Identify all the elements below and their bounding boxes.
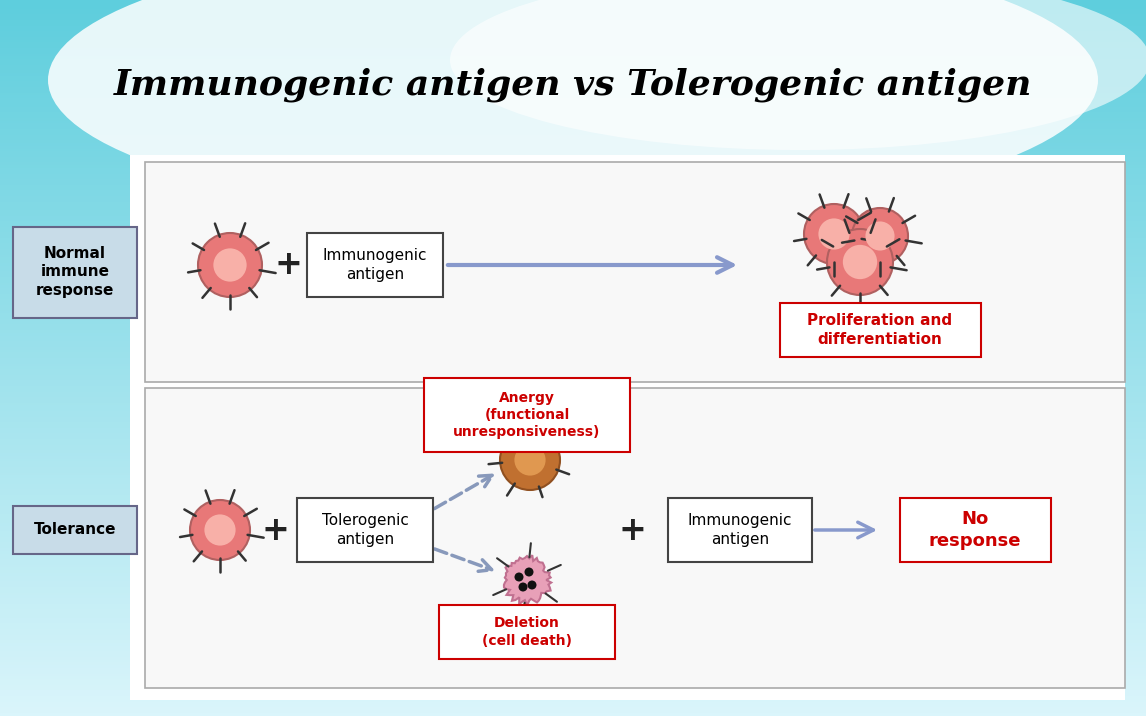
FancyBboxPatch shape — [146, 162, 1125, 382]
Text: Tolerogenic
antigen: Tolerogenic antigen — [322, 513, 408, 547]
Circle shape — [525, 568, 534, 576]
Text: Anergy
(functional
unresponsiveness): Anergy (functional unresponsiveness) — [454, 391, 601, 440]
Circle shape — [190, 500, 250, 560]
FancyBboxPatch shape — [900, 498, 1051, 562]
Circle shape — [518, 583, 527, 591]
Text: Deletion
(cell death): Deletion (cell death) — [482, 616, 572, 648]
Text: Immunogenic antigen vs Tolerogenic antigen: Immunogenic antigen vs Tolerogenic antig… — [113, 68, 1033, 102]
Circle shape — [842, 245, 877, 279]
Text: +: + — [618, 513, 646, 546]
Circle shape — [204, 514, 236, 546]
Circle shape — [500, 430, 560, 490]
FancyBboxPatch shape — [307, 233, 444, 297]
Circle shape — [818, 218, 849, 250]
Circle shape — [527, 581, 536, 589]
FancyBboxPatch shape — [297, 498, 433, 562]
Circle shape — [213, 248, 246, 281]
Circle shape — [804, 204, 864, 264]
FancyBboxPatch shape — [668, 498, 813, 562]
FancyBboxPatch shape — [13, 506, 138, 554]
Text: +: + — [261, 513, 289, 546]
FancyBboxPatch shape — [129, 155, 1125, 700]
FancyBboxPatch shape — [13, 226, 138, 317]
Text: Proliferation and
differentiation: Proliferation and differentiation — [808, 313, 952, 347]
FancyBboxPatch shape — [146, 388, 1125, 688]
Text: Immunogenic
antigen: Immunogenic antigen — [323, 248, 427, 282]
Circle shape — [198, 233, 262, 297]
Text: Immunogenic
antigen: Immunogenic antigen — [688, 513, 792, 547]
Text: +: + — [274, 248, 301, 281]
Circle shape — [827, 229, 893, 295]
Ellipse shape — [48, 0, 1098, 220]
Circle shape — [865, 221, 895, 251]
Text: Tolerance: Tolerance — [33, 523, 116, 538]
Text: Normal
immune
response: Normal immune response — [36, 246, 115, 298]
Circle shape — [851, 208, 908, 264]
Ellipse shape — [450, 0, 1146, 150]
Text: No
response: No response — [928, 510, 1021, 550]
Polygon shape — [504, 555, 551, 605]
FancyBboxPatch shape — [439, 605, 615, 659]
FancyBboxPatch shape — [779, 303, 981, 357]
Circle shape — [515, 573, 524, 581]
FancyBboxPatch shape — [424, 378, 630, 452]
Circle shape — [515, 445, 545, 475]
